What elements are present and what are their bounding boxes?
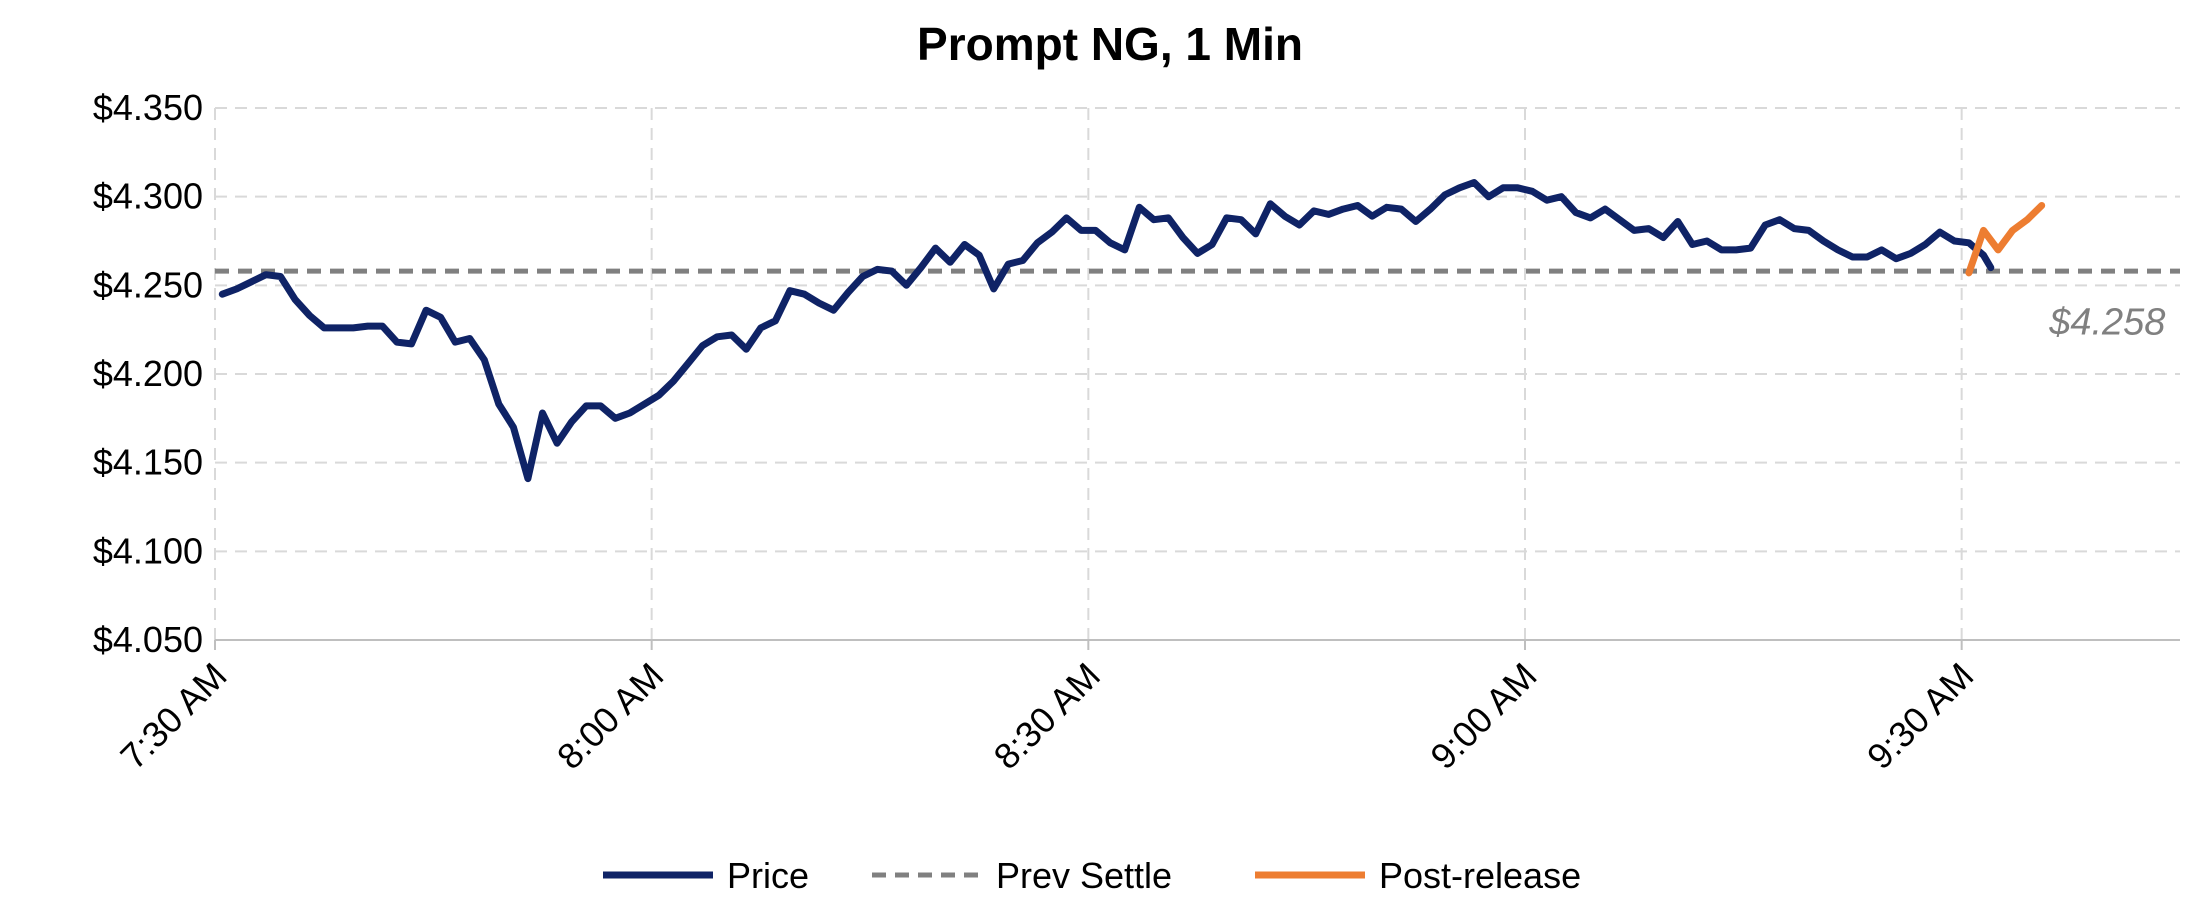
- legend-item: Price: [603, 855, 809, 896]
- y-tick-label: $4.350: [93, 87, 203, 128]
- series-line-post-release: [1965, 202, 2046, 277]
- chart-title: Prompt NG, 1 Min: [917, 18, 1303, 70]
- x-tick-label: 9:00 AM: [1422, 655, 1544, 777]
- x-tick-label: 8:00 AM: [549, 655, 671, 777]
- y-tick-label: $4.100: [93, 530, 203, 571]
- y-tick-label: $4.050: [93, 619, 203, 660]
- y-tick-label: $4.250: [93, 264, 203, 305]
- x-tick-label: 8:30 AM: [986, 655, 1108, 777]
- annotations: $4.258: [2048, 302, 2165, 344]
- series: [215, 179, 2180, 483]
- prev-settle-annotation: $4.258: [2048, 302, 2165, 344]
- legend-item: Prev Settle: [872, 855, 1172, 896]
- legend-label: Price: [727, 855, 809, 896]
- y-tick-label: $4.200: [93, 353, 203, 394]
- y-tick-label: $4.150: [93, 442, 203, 483]
- axes: $4.050 $4.100 $4.150 $4.200 $4.250 $4.300 $4.3…: [93, 87, 2180, 777]
- y-tick-label: $4.300: [93, 176, 203, 217]
- legend-label: Post-release: [1379, 855, 1581, 896]
- legend-label: Prev Settle: [996, 855, 1172, 896]
- legend: Price Prev Settle Post-release: [603, 855, 1581, 896]
- series-line-price: [218, 179, 1995, 483]
- grid: [214, 107, 2180, 640]
- x-tick-label: 7:30 AM: [112, 655, 234, 777]
- legend-item: Post-release: [1255, 855, 1581, 896]
- x-tick-label: 9:30 AM: [1859, 655, 1981, 777]
